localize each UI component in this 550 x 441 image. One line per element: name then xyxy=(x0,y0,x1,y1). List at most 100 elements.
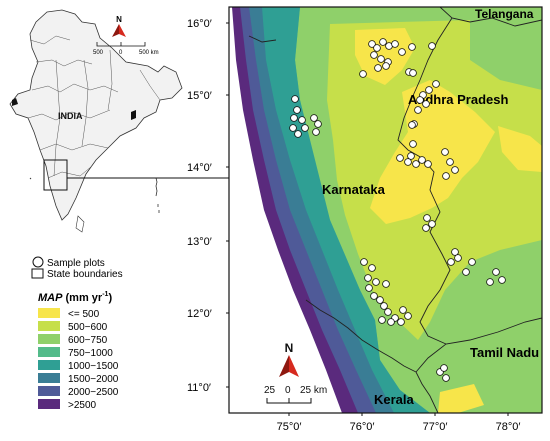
svg-text:11°0′: 11°0′ xyxy=(187,382,211,394)
svg-text:77°0′: 77°0′ xyxy=(423,421,448,433)
legend-swatch-7 xyxy=(38,399,60,409)
inset-scale-bar: 500 0 500 km xyxy=(93,42,159,56)
sample-plot-marker xyxy=(370,51,378,59)
sample-plot-marker xyxy=(372,278,380,286)
svg-text:75°0′: 75°0′ xyxy=(277,421,302,433)
latitude-ticks xyxy=(226,22,229,388)
sample-plot-marker xyxy=(399,306,407,314)
legend-swatch-6 xyxy=(38,386,60,396)
sample-plot-marker xyxy=(314,120,322,128)
sample-plot-marker xyxy=(368,264,376,272)
legend-label-5: 1500−2000 xyxy=(68,374,119,385)
zone-under-500-east xyxy=(498,126,542,172)
sample-plot-marker xyxy=(422,224,430,232)
main-map-frame xyxy=(228,6,543,414)
legend-classes: <= 500 500−600 600−750 750−1000 1000−1500 150… xyxy=(38,308,119,411)
sample-plot-marker xyxy=(422,100,430,108)
inset-country-label: INDIA xyxy=(58,111,83,121)
boundary-karnataka-andhra xyxy=(397,17,453,345)
sample-plot-marker xyxy=(442,172,450,180)
sample-plot-marker xyxy=(378,316,386,324)
svg-text:76°0′: 76°0′ xyxy=(350,421,375,433)
sample-plot-marker xyxy=(407,152,415,160)
sample-plot-marker xyxy=(310,114,318,122)
main-map: Telangana Andhra Pradesh Karnataka Tamil… xyxy=(187,6,543,433)
sample-plot-marker xyxy=(451,248,459,256)
state-boundaries xyxy=(248,7,542,413)
sample-plot-marker xyxy=(376,296,384,304)
state-label-andhra-pradesh: Andhra Pradesh xyxy=(408,92,508,107)
sample-plot-marker xyxy=(408,121,416,129)
svg-text:12°0′: 12°0′ xyxy=(187,308,212,320)
boundary-karnataka-kerala xyxy=(305,299,417,373)
sample-plot-marker xyxy=(416,96,424,104)
inset-dark-region-1 xyxy=(131,110,136,120)
sample-plot-marker xyxy=(377,55,385,63)
legend-swatch-3 xyxy=(38,347,60,357)
state-label-telangana: Telangana xyxy=(475,7,534,21)
sample-plot-marker xyxy=(447,258,455,266)
svg-text:500 km: 500 km xyxy=(139,50,159,56)
svg-text:14°0′: 14°0′ xyxy=(187,162,212,174)
state-label-karnataka: Karnataka xyxy=(322,182,386,197)
legend-state-boundaries: State boundaries xyxy=(47,269,123,280)
sample-plot-marker xyxy=(291,95,299,103)
svg-text:15°0′: 15°0′ xyxy=(187,90,212,102)
legend-label-6: 2000−2500 xyxy=(68,387,119,398)
boundary-telangana xyxy=(439,7,542,27)
sri-lanka xyxy=(75,215,85,233)
sample-plot-marker xyxy=(428,220,436,228)
sample-plot-marker xyxy=(379,38,387,46)
sample-plot-marker xyxy=(409,69,417,77)
sample-plot-marker xyxy=(408,43,416,51)
sample-plot-marker xyxy=(397,318,405,326)
legend-swatch-4 xyxy=(38,360,60,370)
legend-label-1: 500−600 xyxy=(68,322,108,333)
legend-swatch-2 xyxy=(38,334,60,344)
sample-plot-marker xyxy=(364,274,372,282)
svg-text:N: N xyxy=(285,341,294,355)
sample-plot-marker xyxy=(454,254,462,262)
legend-swatch-0 xyxy=(38,308,60,318)
sample-plot-marker xyxy=(398,48,406,56)
sample-plot-marker xyxy=(382,280,390,288)
sample-plot-marker xyxy=(359,70,367,78)
inset-map: INDIA N 500 0 500 km xyxy=(9,9,244,233)
sample-plot-marker xyxy=(423,214,431,222)
sample-plot-marker xyxy=(432,80,440,88)
sample-plot-marker xyxy=(409,140,417,148)
boundary-tamilnadu-karnataka xyxy=(415,317,542,373)
inset-dark-region-2 xyxy=(12,98,18,106)
sample-plot-marker xyxy=(373,44,381,52)
longitude-labels: 75°0′ 76°0′ 77°0′ 78°0′ xyxy=(277,421,521,433)
sample-plot-marker xyxy=(368,40,376,48)
sample-plot-marker xyxy=(370,292,378,300)
sample-plot-marker xyxy=(404,312,412,320)
sample-plot-marker xyxy=(374,64,382,72)
svg-text:16°0′: 16°0′ xyxy=(187,18,212,30)
main-scale-bar: 25 0 25 km xyxy=(264,385,327,404)
study-area-box xyxy=(43,159,68,191)
sample-plot-marker xyxy=(424,160,432,168)
sample-plot-marker xyxy=(396,154,404,162)
sample-plot-marker xyxy=(498,276,506,284)
sample-plot-marker xyxy=(451,166,459,174)
sample-plot-marker xyxy=(468,258,476,266)
sample-plot-marker xyxy=(404,158,412,166)
nicobar-islands xyxy=(157,204,160,213)
sample-plot-marker xyxy=(428,42,436,50)
legend-label-3: 750−1000 xyxy=(68,348,113,359)
sample-plot-marker xyxy=(382,62,390,70)
sample-plot-marker xyxy=(298,116,306,124)
state-boundary-legend-icon xyxy=(31,268,44,279)
sample-plot-marker xyxy=(312,128,320,136)
sample-plot-marker xyxy=(412,160,420,168)
sample-plot-marker xyxy=(289,124,297,132)
inset-north-arrow: N xyxy=(112,15,126,37)
india-outline xyxy=(9,9,183,221)
svg-text:N: N xyxy=(116,15,122,24)
boundary-tamilnadu-kerala xyxy=(415,371,439,413)
main-north-arrow: N xyxy=(279,341,299,377)
svg-text:78°0′: 78°0′ xyxy=(496,421,521,433)
